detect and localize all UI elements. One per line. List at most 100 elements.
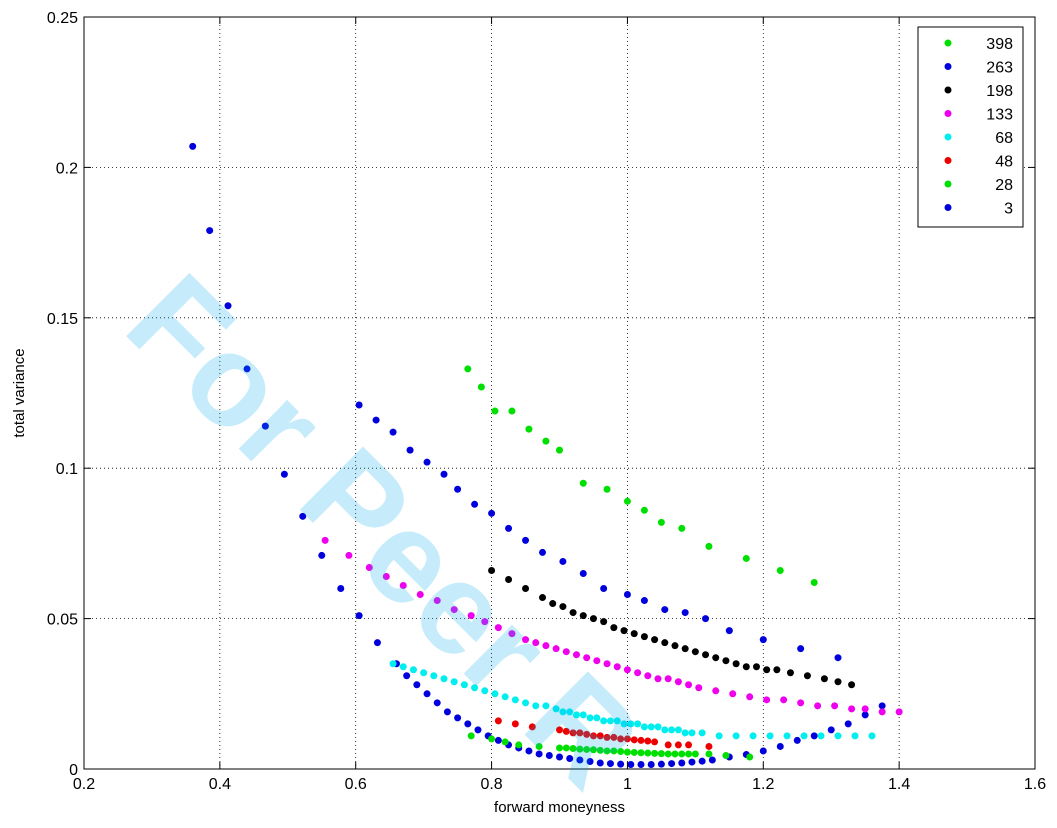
legend-label: 68 — [995, 130, 1013, 147]
y-tick-label: 0.1 — [56, 461, 78, 478]
data-point — [603, 733, 611, 741]
data-point — [505, 524, 513, 532]
data-point — [623, 748, 631, 756]
data-point — [640, 723, 648, 731]
data-point — [712, 654, 720, 662]
data-point — [569, 609, 577, 617]
data-point — [661, 606, 669, 614]
data-point — [800, 732, 808, 740]
data-point — [674, 678, 682, 686]
data-point — [685, 681, 693, 689]
data-point — [617, 735, 625, 743]
data-point — [579, 479, 587, 487]
data-point — [299, 512, 307, 520]
data-point — [433, 699, 441, 707]
data-point — [661, 726, 669, 734]
axis-ticks — [83, 16, 1036, 770]
y-tick-label: 0 — [69, 762, 78, 779]
data-point — [600, 717, 608, 725]
data-point — [464, 365, 472, 373]
data-point — [732, 732, 740, 740]
data-point — [722, 657, 730, 665]
data-point — [189, 142, 197, 150]
data-point — [596, 746, 604, 754]
legend-label: 48 — [995, 154, 1013, 171]
data-point — [532, 639, 540, 647]
legend-label: 133 — [986, 107, 1013, 124]
data-point — [708, 756, 716, 764]
data-point — [488, 509, 496, 517]
data-point — [668, 760, 676, 768]
data-point — [603, 660, 611, 668]
data-point — [559, 557, 567, 565]
data-point — [820, 675, 828, 683]
data-point — [617, 748, 625, 756]
data-point — [433, 597, 441, 605]
data-point — [423, 690, 431, 698]
data-point — [491, 690, 499, 698]
data-point — [617, 760, 625, 768]
data-point — [773, 666, 781, 674]
data-point — [623, 591, 631, 599]
data-point — [569, 729, 577, 737]
data-point — [464, 720, 472, 728]
y-tick-label: 0.05 — [47, 612, 78, 629]
data-point — [698, 729, 706, 737]
data-point — [749, 732, 757, 740]
data-point — [620, 627, 628, 635]
data-point — [583, 745, 591, 753]
data-point — [742, 554, 750, 562]
data-point — [508, 630, 516, 638]
data-point — [600, 618, 608, 626]
data-point — [664, 675, 672, 683]
legend-box — [917, 26, 1024, 228]
data-point — [576, 729, 584, 737]
data-point — [705, 542, 713, 550]
data-point — [559, 708, 567, 716]
data-point — [420, 669, 428, 677]
series-398 — [464, 365, 818, 587]
data-point — [685, 741, 693, 749]
data-point — [851, 732, 859, 740]
data-point — [810, 732, 818, 740]
data-point — [637, 749, 645, 757]
data-point — [766, 732, 774, 740]
data-point — [827, 726, 835, 734]
data-point — [389, 428, 397, 436]
data-point — [467, 732, 475, 740]
data-point — [627, 760, 635, 768]
data-point — [685, 750, 693, 758]
data-point — [525, 425, 533, 433]
data-point — [606, 717, 614, 725]
legend-label: 28 — [995, 177, 1013, 194]
legend-label: 198 — [986, 83, 1013, 100]
data-point — [556, 446, 563, 454]
data-point — [657, 518, 665, 526]
series-68 — [389, 660, 876, 740]
data-point — [620, 720, 628, 728]
data-point — [634, 669, 642, 677]
data-point — [539, 548, 547, 556]
data-point — [579, 612, 587, 620]
data-point — [861, 705, 869, 713]
x-tick-label: 1 — [623, 776, 632, 793]
data-point — [440, 675, 448, 683]
data-point — [491, 407, 499, 415]
data-point — [542, 642, 550, 650]
data-point — [481, 618, 489, 626]
data-point — [664, 750, 672, 758]
data-point — [681, 645, 689, 653]
legend-marker — [944, 110, 952, 117]
data-point — [671, 642, 679, 650]
data-point — [644, 737, 652, 745]
series-198 — [488, 566, 856, 689]
data-point — [640, 506, 648, 514]
data-point — [454, 485, 462, 493]
data-point — [763, 666, 771, 674]
data-point — [528, 723, 536, 731]
data-point — [600, 585, 608, 593]
data-point — [539, 594, 547, 602]
data-point — [657, 750, 665, 758]
data-point — [722, 751, 730, 759]
data-point — [810, 579, 818, 587]
